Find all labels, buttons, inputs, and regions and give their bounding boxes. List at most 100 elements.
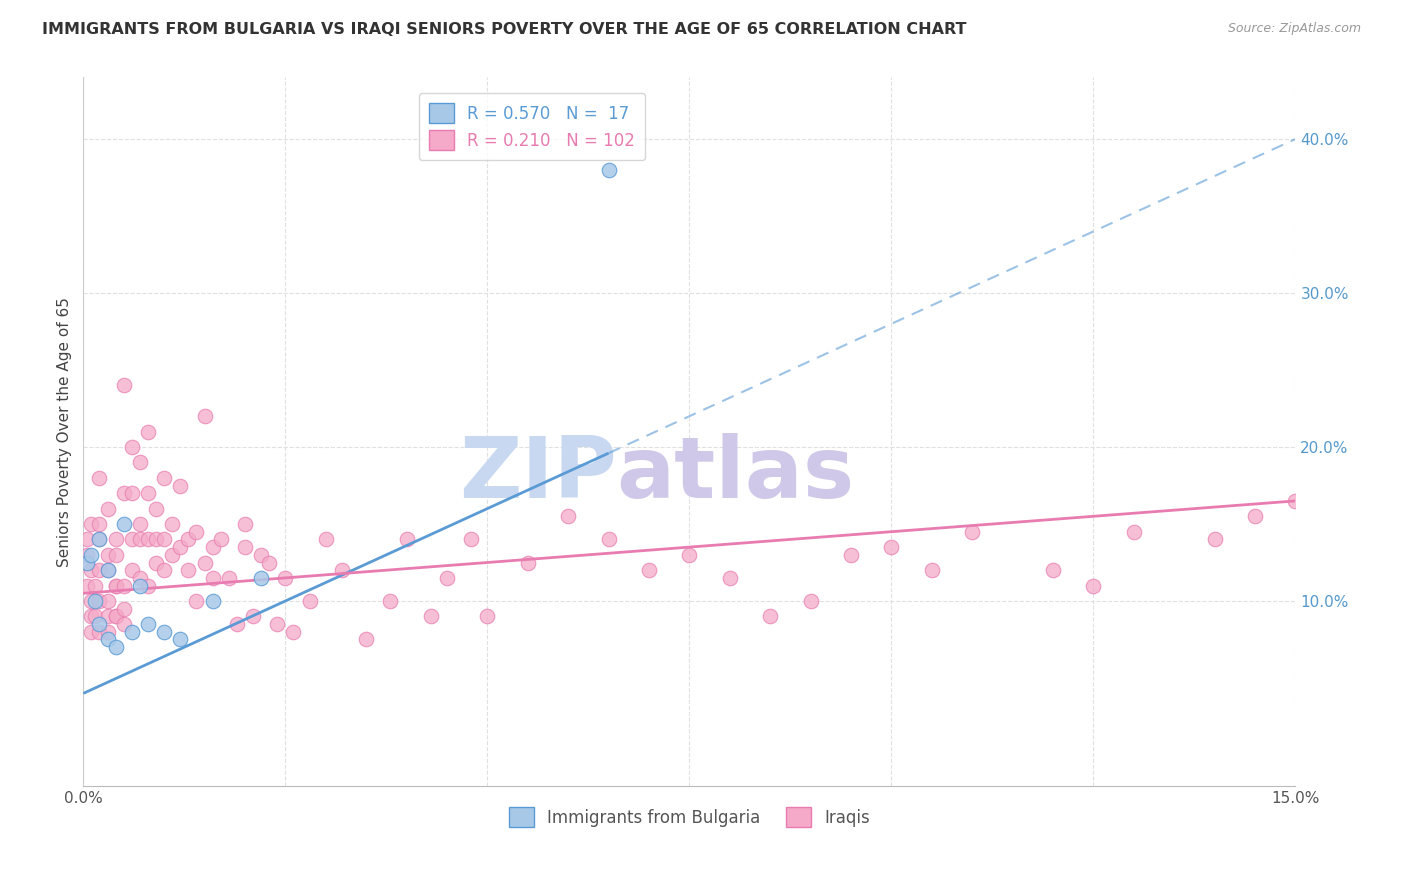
Point <box>201 540 224 554</box>
Point <box>283 624 305 639</box>
Point <box>89 516 111 531</box>
Point <box>153 563 176 577</box>
Point <box>315 533 337 547</box>
Point <box>225 617 247 632</box>
Point <box>153 624 176 639</box>
Point <box>136 425 159 439</box>
Point <box>121 440 143 454</box>
Point <box>96 624 118 639</box>
Point <box>121 486 143 500</box>
Point <box>136 533 159 547</box>
Point <box>1083 579 1105 593</box>
Point <box>233 516 256 531</box>
Point <box>76 556 98 570</box>
Point <box>89 533 111 547</box>
Point <box>89 594 111 608</box>
Point <box>800 594 823 608</box>
Point <box>598 162 620 177</box>
Point <box>1042 563 1064 577</box>
Point <box>89 533 111 547</box>
Point <box>80 609 103 624</box>
Text: Source: ZipAtlas.com: Source: ZipAtlas.com <box>1227 22 1361 36</box>
Point <box>1284 494 1306 508</box>
Point <box>354 632 377 647</box>
Point <box>80 516 103 531</box>
Point <box>128 533 150 547</box>
Point <box>209 533 232 547</box>
Point <box>89 563 111 577</box>
Point <box>1204 533 1226 547</box>
Point <box>84 609 107 624</box>
Point <box>112 378 135 392</box>
Point <box>76 533 98 547</box>
Point <box>718 571 741 585</box>
Point <box>121 563 143 577</box>
Point <box>121 624 143 639</box>
Point <box>169 478 191 492</box>
Point <box>436 571 458 585</box>
Point <box>104 609 127 624</box>
Point <box>201 571 224 585</box>
Point <box>96 501 118 516</box>
Point <box>477 609 499 624</box>
Point <box>921 563 943 577</box>
Point <box>96 563 118 577</box>
Point <box>96 594 118 608</box>
Point <box>96 548 118 562</box>
Point <box>136 579 159 593</box>
Point <box>186 524 208 539</box>
Point <box>153 533 176 547</box>
Y-axis label: Seniors Poverty Over the Age of 65: Seniors Poverty Over the Age of 65 <box>58 297 72 566</box>
Point <box>460 533 482 547</box>
Point <box>80 548 103 562</box>
Point <box>112 486 135 500</box>
Point <box>960 524 983 539</box>
Point <box>330 563 353 577</box>
Point <box>104 548 127 562</box>
Point <box>759 609 782 624</box>
Point <box>598 533 620 547</box>
Point <box>136 486 159 500</box>
Point <box>84 594 107 608</box>
Point <box>84 579 107 593</box>
Point <box>128 516 150 531</box>
Point <box>112 601 135 615</box>
Point <box>638 563 661 577</box>
Point <box>839 548 862 562</box>
Point <box>104 579 127 593</box>
Point <box>266 617 288 632</box>
Point <box>128 455 150 469</box>
Point <box>193 409 215 424</box>
Point <box>89 471 111 485</box>
Point <box>145 501 167 516</box>
Point <box>80 563 103 577</box>
Point <box>169 540 191 554</box>
Point <box>96 632 118 647</box>
Point <box>201 594 224 608</box>
Point <box>153 471 176 485</box>
Point <box>250 548 273 562</box>
Point <box>193 556 215 570</box>
Point <box>557 509 579 524</box>
Point <box>250 571 273 585</box>
Point <box>880 540 903 554</box>
Point <box>128 579 150 593</box>
Point <box>112 617 135 632</box>
Legend: Immigrants from Bulgaria, Iraqis: Immigrants from Bulgaria, Iraqis <box>502 800 876 834</box>
Point <box>96 563 118 577</box>
Point <box>145 556 167 570</box>
Point <box>177 533 200 547</box>
Point <box>112 579 135 593</box>
Text: atlas: atlas <box>617 433 855 516</box>
Point <box>1122 524 1144 539</box>
Point <box>104 640 127 655</box>
Point <box>380 594 402 608</box>
Point <box>76 579 98 593</box>
Point <box>160 516 183 531</box>
Point <box>112 516 135 531</box>
Point <box>298 594 321 608</box>
Point <box>177 563 200 577</box>
Point <box>419 609 441 624</box>
Point <box>104 579 127 593</box>
Point <box>169 632 191 647</box>
